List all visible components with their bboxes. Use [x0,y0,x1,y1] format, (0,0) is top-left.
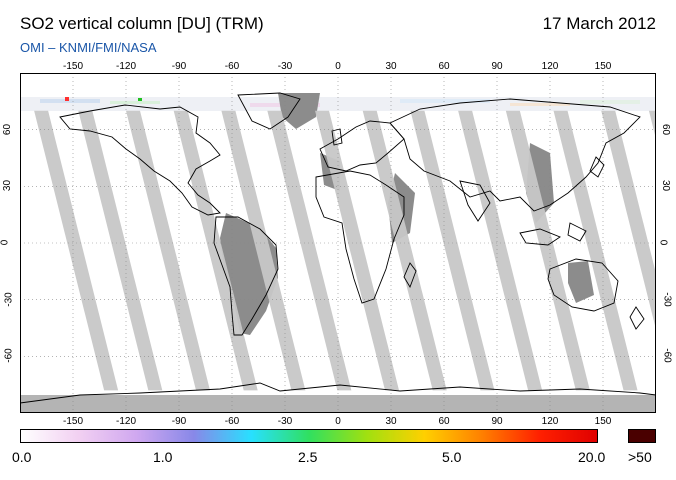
bottom-lon-tick: 120 [541,416,559,427]
bottom-lon-tick: 150 [594,416,612,427]
coastlines [20,92,656,404]
top-lon-tick: -30 [277,61,293,72]
so2-map [20,73,656,413]
top-lon-tick: 60 [438,61,450,72]
missing-swath [553,110,638,391]
colorbar-label-1: 1.0 [153,449,173,465]
map-date: 17 March 2012 [542,14,656,33]
bottom-lon-tick: -120 [115,416,137,427]
left-lat-tick: -60 [3,348,15,364]
right-lat-tick: 60 [660,123,672,135]
right-lat-tick: 0 [657,239,669,246]
missing-swath [173,110,258,391]
missing-swath [458,110,543,391]
bottom-lon-tick: 0 [335,416,341,427]
right-lat-tick: -60 [661,348,673,364]
bottom-lon-tick: -30 [277,416,293,427]
colorbar-label-5: >50 [628,449,652,465]
top-lon-tick: -120 [115,61,137,72]
map-title: SO2 vertical column [DU] (TRM) [20,14,264,33]
bottom-lon-tick: 30 [385,416,397,427]
missing-swath [410,110,495,391]
bottom-lon-tick: 90 [491,416,503,427]
colorbar-label-2: 2.5 [298,449,318,465]
missing-swath [78,110,163,391]
missing-swath [34,110,119,391]
colorbar-label-0: 0.0 [12,449,32,465]
left-lat-tick: 0 [0,239,11,246]
missing-swaths [34,110,656,391]
left-lat-tick: 30 [2,180,14,192]
data-credit: OMI – KNMI/FMI/NASA [20,40,157,55]
colorbar-label-3: 5.0 [442,449,462,465]
missing-swath [648,110,656,140]
right-lat-tick: 30 [660,180,672,192]
missing-swath [315,110,400,391]
top-lon-tick: 90 [491,61,503,72]
colorbar-overflow-swatch [628,429,656,443]
bottom-lon-tick: -150 [62,416,84,427]
missing-swath [362,110,447,391]
missing-swath [267,110,352,391]
arctic-noise-band [20,97,656,111]
bottom-lon-tick: -90 [171,416,187,427]
colorbar-label-4: 20.0 [578,449,606,465]
top-lon-tick: -150 [62,61,84,72]
antarctic-band [20,395,656,413]
left-lat-tick: -30 [3,291,15,307]
bottom-lon-tick: -60 [224,416,240,427]
missing-swath [505,110,590,391]
top-lon-tick: 120 [541,61,559,72]
top-lon-tick: -90 [171,61,187,72]
missing-swath [126,110,210,391]
missing-swath [221,110,306,391]
top-lon-tick: -60 [224,61,240,72]
top-lon-tick: 30 [385,61,397,72]
bottom-lon-tick: 60 [438,416,450,427]
left-lat-tick: 60 [2,123,14,135]
top-lon-tick: 0 [335,61,341,72]
right-lat-tick: -30 [661,291,673,307]
colorbar [20,429,598,443]
top-lon-tick: 150 [594,61,612,72]
